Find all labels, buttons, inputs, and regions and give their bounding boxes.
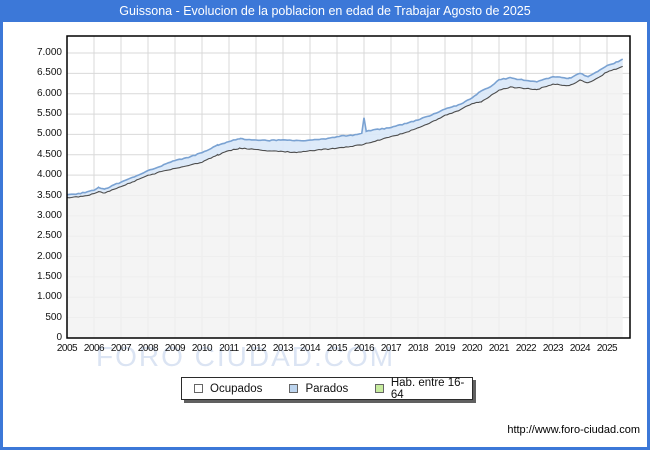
page-title: Guissona - Evolucion de la poblacion en …: [119, 4, 531, 18]
ocupados-area: [67, 66, 623, 339]
y-tick-label: 1.500: [36, 270, 62, 282]
y-tick-label: 0: [56, 332, 62, 343]
y-tick-label: 5.500: [36, 108, 62, 120]
legend-item-ocupados: Ocupados: [194, 383, 262, 395]
ocupados-line: [66, 65, 623, 199]
y-tick-label: 1.000: [36, 291, 62, 303]
ocupados-swatch-icon: [194, 384, 203, 393]
y-tick-label: 4.000: [36, 169, 62, 181]
x-tick-label: 2010: [191, 343, 213, 354]
x-tick-label: 2009: [164, 343, 186, 354]
x-tick-label: 2006: [83, 343, 105, 354]
x-tick-label: 2019: [434, 343, 456, 354]
x-tick-label: 2024: [569, 343, 591, 354]
legend-label-ocupados: Ocupados: [210, 382, 263, 395]
y-tick-label: 4.500: [36, 148, 62, 160]
plot-border: [66, 35, 631, 339]
y-tick-label: 500: [45, 311, 62, 323]
x-tick-label: 2011: [219, 343, 239, 354]
y-tick-label: 2.500: [36, 230, 62, 242]
x-tick-label: 2014: [299, 343, 321, 354]
x-tick-label: 2015: [326, 343, 348, 354]
x-tick-label: 2023: [542, 343, 564, 354]
y-tick-label: 6.500: [36, 67, 62, 79]
y-tick-label: 6.000: [36, 87, 62, 99]
x-tick-label: 2025: [596, 343, 618, 354]
x-tick-label: 2018: [407, 343, 429, 354]
frame-bottom-border: [0, 447, 650, 450]
y-tick-label: 2.000: [36, 250, 62, 262]
legend-item-hab-16-64: Hab. entre 16-64: [375, 377, 472, 401]
x-tick-label: 2021: [488, 343, 510, 354]
foro-ciudad-link[interactable]: http://www.foro-ciudad.com: [507, 424, 640, 436]
watermark-text: FORO CIUDAD.COM: [96, 341, 396, 372]
parados-top-line: [66, 58, 624, 196]
y-tick-label: 7.000: [36, 47, 62, 58]
parados-swatch-icon: [289, 384, 299, 393]
x-tick-label: 2008: [137, 343, 159, 354]
parados-band: [67, 59, 623, 198]
x-tick-label: 2020: [461, 343, 483, 354]
x-tick-label: 2005: [56, 343, 78, 354]
y-tick-label: 3.500: [36, 189, 62, 201]
x-tick-label: 2017: [380, 343, 402, 354]
hab-16-64-swatch-icon: [375, 384, 384, 393]
x-tick-label: 2012: [245, 343, 267, 354]
legend-label-hab-16-64: Hab. entre 16-64: [390, 376, 465, 401]
frame-right-border: [647, 0, 650, 450]
x-tick-label: 2016: [353, 343, 375, 354]
x-tick-label: 2007: [110, 343, 132, 354]
legend-item-parados: Parados: [289, 383, 348, 395]
y-tick-label: 3.000: [36, 209, 62, 221]
y-tick-label: 5.000: [36, 128, 62, 140]
chart-legend: Ocupados Parados Hab. entre 16-64: [181, 377, 473, 401]
x-tick-label: 2013: [272, 343, 294, 354]
x-tick-label: 2022: [515, 343, 537, 354]
frame-left-border: [0, 0, 3, 450]
legend-label-parados: Parados: [305, 382, 349, 395]
chart-title-bar: Guissona - Evolucion de la poblacion en …: [0, 0, 650, 22]
